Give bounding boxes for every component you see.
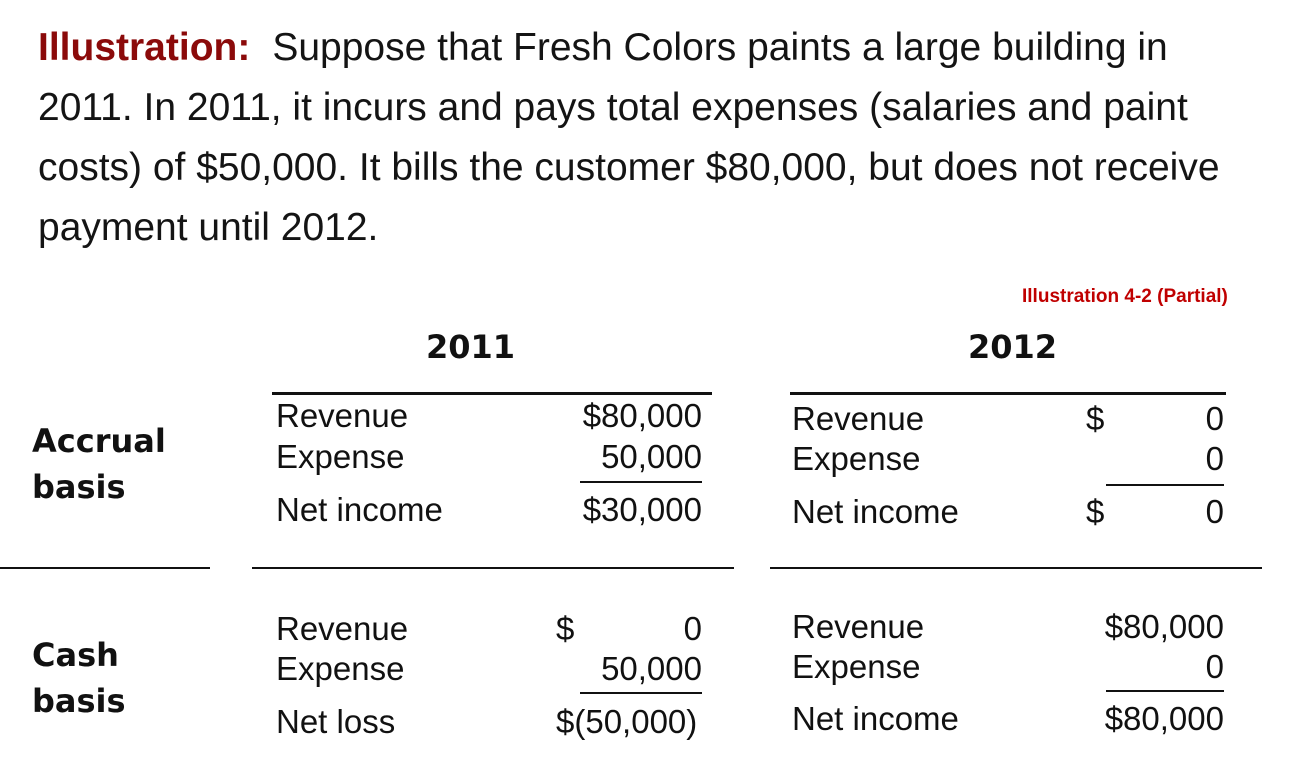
illustration-lead: Illustration: xyxy=(38,26,251,69)
cash-2012-revenue-label: Revenue xyxy=(792,608,925,645)
accrual-2012-revenue-sign: $ xyxy=(1086,400,1105,437)
accrual-label-line1: Accrual xyxy=(32,422,166,460)
accrual-2012-net-label: Net income xyxy=(792,493,959,530)
accrual-label-line2: basis xyxy=(32,468,126,506)
cash-basis-label: Cash basis xyxy=(32,632,126,724)
accrual-2011-net-value: $30,000 xyxy=(582,491,702,528)
accrual-2011-expense-label: Expense xyxy=(276,438,405,475)
accrual-basis-label: Accrual basis xyxy=(32,418,166,510)
cash-2012-revenue-value: $80,000 xyxy=(1104,608,1224,645)
accrual-2011-net-label: Net income xyxy=(276,491,443,528)
accrual-2011-revenue-label: Revenue xyxy=(276,397,409,434)
cash-2012-sum-line xyxy=(1106,690,1224,692)
separator-rule-2011 xyxy=(252,567,734,569)
cash-2012-net-label: Net income xyxy=(792,700,959,737)
cash-label-line1: Cash xyxy=(32,636,119,674)
illustration-intro: Illustration: Suppose that Fresh Colors p… xyxy=(38,18,1268,258)
illustration-reference: Illustration 4-2 (Partial) xyxy=(1022,286,1228,307)
cash-2011-revenue-sign: $ xyxy=(556,610,575,647)
accrual-2012-revenue-value: 0 xyxy=(1205,400,1224,437)
accrual-2012-net-sign: $ xyxy=(1086,493,1105,530)
cash-2011-revenue-label: Revenue xyxy=(276,610,409,647)
accrual-2012-expense-label: Expense xyxy=(792,440,921,477)
cash-2011-revenue-value: 0 xyxy=(683,610,702,647)
year-2012-header: 2012 xyxy=(968,328,1058,366)
cash-2011-expense-label: Expense xyxy=(276,650,405,687)
cash-2012-net-value: $80,000 xyxy=(1104,700,1224,737)
accrual-2012-net-value: 0 xyxy=(1205,493,1224,530)
cash-2012-expense-label: Expense xyxy=(792,648,921,685)
cash-2011-sum-line xyxy=(580,692,702,694)
year-2011-header: 2011 xyxy=(426,328,516,366)
accrual-2011-sum-line xyxy=(580,481,702,483)
illustration-body: Suppose that Fresh Colors paints a large… xyxy=(38,26,1220,249)
accrual-2012-sum-line xyxy=(1106,484,1224,486)
accrual-2012-expense-value: 0 xyxy=(1205,440,1224,477)
cash-2011-expense-value: 50,000 xyxy=(601,650,702,687)
accrual-2011-expense-value: 50,000 xyxy=(601,438,702,475)
accrual-2011-revenue-value: $80,000 xyxy=(582,397,702,434)
cash-2011-net-value: $(50,000) xyxy=(556,703,698,740)
accrual-2012-revenue-label: Revenue xyxy=(792,400,925,437)
separator-rule-2012 xyxy=(770,567,1262,569)
cash-2012-expense-value: 0 xyxy=(1205,648,1224,685)
cash-label-line2: basis xyxy=(32,682,126,720)
cash-2011-net-label: Net loss xyxy=(276,703,396,740)
rule-2011-top xyxy=(272,392,712,395)
rule-2012-top xyxy=(790,392,1226,395)
separator-rule-labels xyxy=(0,567,210,569)
